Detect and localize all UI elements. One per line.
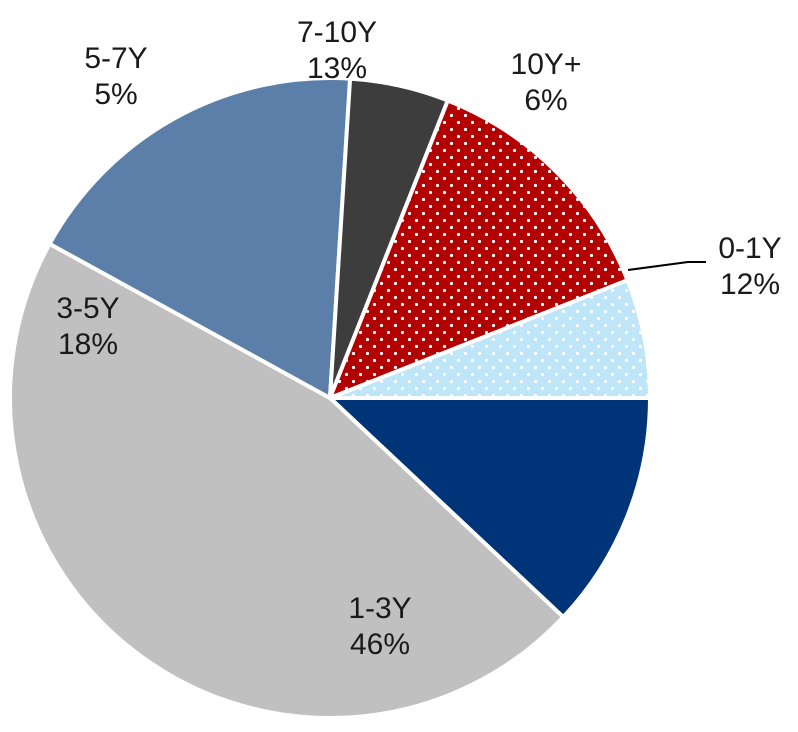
pie-slice-1-3y: [8, 241, 566, 720]
slice-label-7-10y: 7-10Y 13%: [297, 16, 377, 85]
pie-slice-7-10y: [328, 98, 630, 400]
leader-line-0-1y: [627, 261, 706, 271]
slice-label-1-3y: 1-3Y 46%: [348, 592, 411, 661]
pie-slice-0-1y: [328, 396, 652, 620]
slice-percent-label: 13%: [307, 52, 367, 85]
slice-category-label: 0-1Y: [718, 232, 781, 265]
slice-label-5-7y: 5-7Y 5%: [84, 42, 147, 111]
slice-percent-label: 46%: [350, 628, 410, 661]
slice-category-label: 5-7Y: [84, 42, 147, 75]
slice-label-3-5y: 3-5Y 18%: [56, 292, 119, 361]
slice-category-label: 3-5Y: [56, 292, 119, 325]
slice-category-label: 7-10Y: [297, 16, 377, 49]
pie-slice-10y-: [328, 278, 652, 400]
slice-category-label: 1-3Y: [348, 592, 411, 625]
slice-percent-label: 12%: [720, 268, 780, 301]
slice-category-label: 10Y+: [511, 48, 582, 81]
slice-percent-label: 6%: [524, 84, 567, 117]
slice-percent-label: 5%: [94, 78, 137, 111]
slice-label-0-1y: 0-1Y 12%: [718, 232, 781, 301]
slice-percent-label: 18%: [58, 328, 118, 361]
pie-slice-3-5y: [47, 76, 353, 400]
slice-label-10y-: 10Y+ 6%: [511, 48, 582, 117]
